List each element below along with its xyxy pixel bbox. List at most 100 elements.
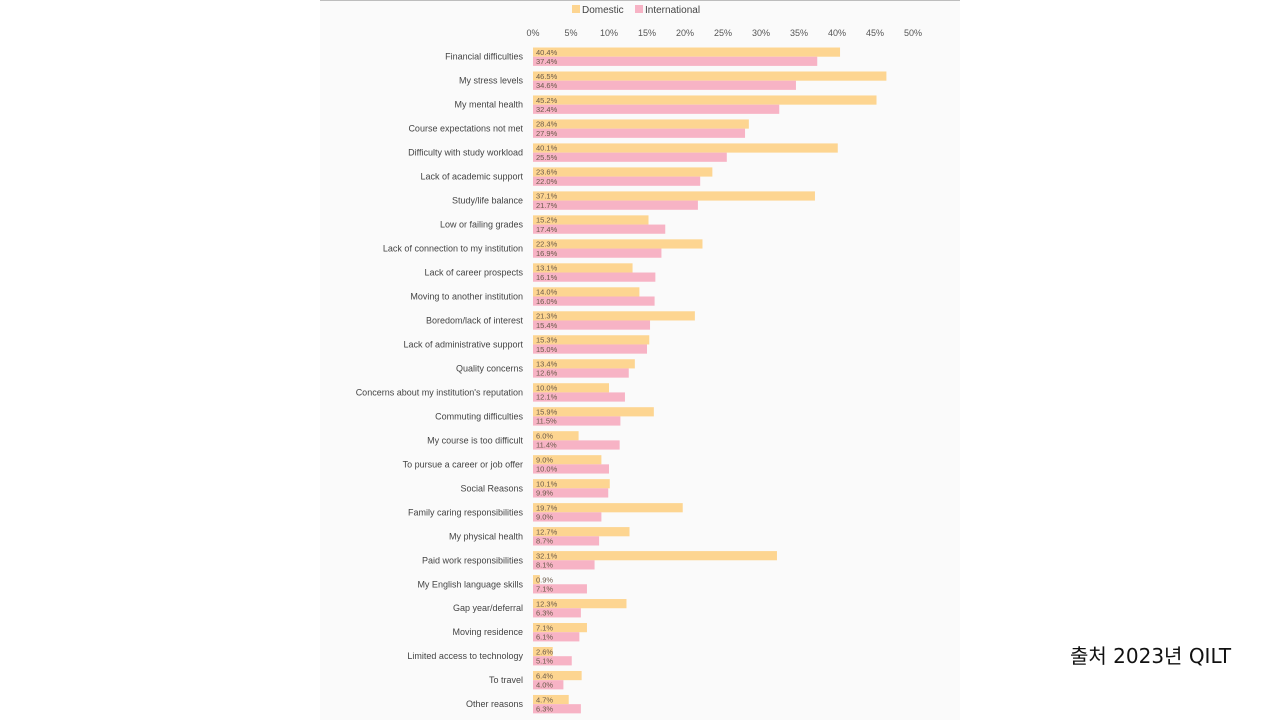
bar-international <box>533 608 581 618</box>
bar-international <box>533 128 746 138</box>
category-label: Commuting difficulties <box>435 411 523 421</box>
data-label-domestic: 28.4% <box>536 120 558 129</box>
data-label-international: 12.1% <box>536 393 558 402</box>
data-label-international: 34.6% <box>536 81 558 90</box>
bar-domestic <box>533 623 587 633</box>
bar-domestic <box>533 47 841 57</box>
bar-international <box>533 248 662 258</box>
bar-international <box>533 560 595 570</box>
data-label-international: 6.3% <box>536 609 553 618</box>
bar-domestic <box>533 407 654 417</box>
data-label-international: 15.0% <box>536 345 558 354</box>
bar-domestic <box>533 119 749 129</box>
data-label-domestic: 2.6% <box>536 647 553 656</box>
bar-domestic <box>533 647 553 657</box>
bars <box>533 47 887 714</box>
data-label-domestic: 32.1% <box>536 551 558 560</box>
bar-domestic <box>533 71 887 81</box>
bar-international <box>533 632 580 642</box>
data-label-international: 12.6% <box>536 369 558 378</box>
data-label-international: 6.1% <box>536 633 553 642</box>
bar-international <box>533 296 655 306</box>
x-tick-label: 0% <box>526 28 539 38</box>
bar-international <box>533 344 647 354</box>
data-label-international: 9.9% <box>536 489 553 498</box>
bar-international <box>533 152 727 162</box>
bar-international <box>533 512 602 522</box>
category-label: My stress levels <box>459 76 524 86</box>
bar-international <box>533 488 609 498</box>
data-label-international: 27.9% <box>536 129 558 138</box>
data-label-international: 25.5% <box>536 153 558 162</box>
x-tick-label: 5% <box>564 28 577 38</box>
bar-domestic <box>533 670 582 681</box>
data-label-domestic: 6.4% <box>536 671 553 680</box>
data-label-domestic: 4.7% <box>536 695 553 704</box>
bar-international <box>533 104 780 114</box>
category-label: Social Reasons <box>460 483 523 493</box>
data-label-international: 9.0% <box>536 513 553 522</box>
bar-international <box>533 536 600 546</box>
data-label-domestic: 6.0% <box>536 431 553 440</box>
data-label-international: 37.4% <box>536 57 558 66</box>
category-label: Concerns about my institution's reputati… <box>356 387 523 397</box>
category-label: Lack of career prospects <box>424 268 523 278</box>
bar-international <box>533 440 620 450</box>
category-label: To travel <box>489 675 523 685</box>
data-label-international: 8.7% <box>536 537 553 546</box>
data-label-international: 21.7% <box>536 201 558 210</box>
bar-domestic <box>533 287 640 297</box>
bar-international <box>533 656 572 666</box>
data-label-domestic: 13.4% <box>536 360 558 369</box>
bar-domestic <box>533 551 777 561</box>
bar-international <box>533 584 587 594</box>
bar-domestic <box>533 599 627 609</box>
category-label: Financial difficulties <box>445 52 523 62</box>
bar-domestic <box>533 167 713 177</box>
x-tick-label: 35% <box>790 28 808 38</box>
bar-domestic <box>533 431 579 441</box>
bar-domestic <box>533 694 569 705</box>
data-label-domestic: 23.6% <box>536 168 558 177</box>
bar-domestic <box>533 455 602 465</box>
bar-international <box>533 56 818 66</box>
x-tick-label: 50% <box>904 28 922 38</box>
data-label-domestic: 46.5% <box>536 72 558 81</box>
category-label: My course is too difficult <box>427 435 523 445</box>
data-label-domestic: 7.1% <box>536 623 553 632</box>
x-tick-label: 45% <box>866 28 884 38</box>
bar-international <box>533 272 656 282</box>
data-label-international: 32.4% <box>536 105 558 114</box>
data-label-international: 16.0% <box>536 297 558 306</box>
bar-domestic <box>533 239 703 249</box>
legend-label-domestic: Domestic <box>582 5 624 16</box>
data-label-international: 17.4% <box>536 225 558 234</box>
category-label: Gap year/deferral <box>453 603 523 613</box>
bar-international <box>533 200 698 210</box>
legend-swatch-domestic <box>572 5 580 13</box>
data-label-international: 4.0% <box>536 680 553 689</box>
bar-international <box>533 704 581 714</box>
data-label-international: 6.3% <box>536 704 553 713</box>
data-label-international: 16.1% <box>536 273 558 282</box>
category-label: Other reasons <box>466 699 524 709</box>
x-tick-label: 30% <box>752 28 770 38</box>
category-label: Lack of administrative support <box>403 339 523 349</box>
data-label-domestic: 45.2% <box>536 96 558 105</box>
data-label-international: 22.0% <box>536 177 558 186</box>
bar-domestic <box>533 191 815 201</box>
data-labels: 40.4%37.4% 46.5%34.6% 45.2%32.4% 28.4%27.9%… <box>536 48 558 714</box>
bar-international <box>533 320 651 330</box>
data-label-domestic: 0.9% <box>536 575 553 584</box>
bar-domestic <box>533 311 695 321</box>
chart-legend: Domestic International <box>572 5 700 16</box>
data-label-domestic: 40.1% <box>536 144 558 153</box>
data-label-domestic: 40.4% <box>536 48 558 57</box>
x-tick-label: 40% <box>828 28 846 38</box>
data-label-domestic: 9.0% <box>536 455 553 464</box>
data-label-international: 10.0% <box>536 465 558 474</box>
bar-international <box>533 80 796 90</box>
top-divider <box>320 0 960 1</box>
category-label: Lack of academic support <box>420 172 523 182</box>
